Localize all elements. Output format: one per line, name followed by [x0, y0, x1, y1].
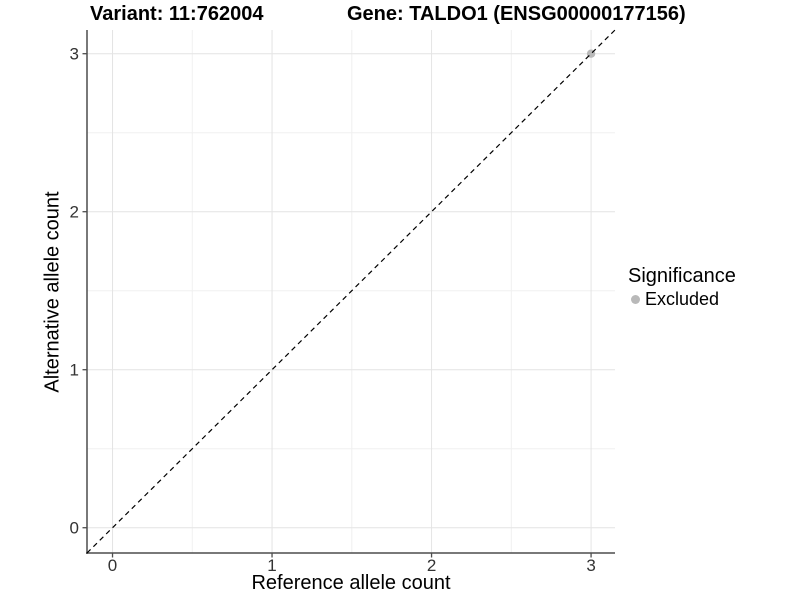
legend: Significance Excluded	[628, 265, 736, 310]
grid-major	[87, 30, 615, 553]
y-axis-title: Alternative allele count	[41, 191, 64, 393]
identity-line	[86, 29, 616, 554]
legend-item-excluded: Excluded	[628, 289, 736, 310]
axis-lines	[86, 30, 615, 554]
y-tick-label: 1	[70, 361, 79, 380]
grid-minor	[87, 30, 615, 553]
x-axis-title: Reference allele count	[251, 572, 451, 594]
legend-title: Significance	[628, 265, 736, 287]
plot-title-variant: Variant: 11:762004	[90, 3, 264, 25]
axis-ticks	[82, 53, 592, 558]
y-tick-label: 3	[70, 45, 79, 64]
y-tick-label: 2	[70, 203, 79, 222]
y-tick-labels: 0 1 2 3	[70, 45, 79, 538]
x-tick-label: 1	[267, 556, 276, 575]
y-tick-label: 0	[70, 519, 79, 538]
x-tick-label: 3	[586, 556, 595, 575]
x-tick-label: 0	[108, 556, 117, 575]
legend-item-label: Excluded	[645, 289, 720, 309]
x-tick-label: 2	[427, 556, 436, 575]
x-tick-labels: 0 1 2 3	[108, 556, 596, 575]
plot-title-gene: Gene: TALDO1 (ENSG00000177156)	[347, 3, 686, 25]
excluded-point-swatch	[631, 295, 640, 304]
